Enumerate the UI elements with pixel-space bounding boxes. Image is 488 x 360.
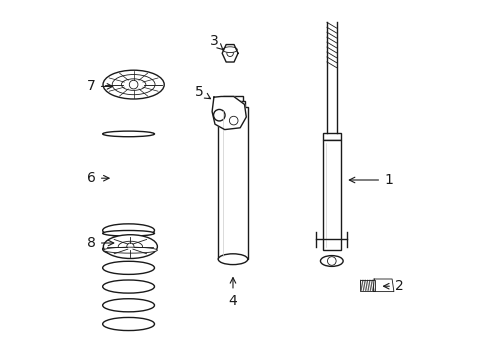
Polygon shape — [373, 279, 393, 292]
Ellipse shape — [121, 79, 145, 90]
Bar — [218, 107, 247, 259]
Ellipse shape — [102, 131, 154, 137]
Circle shape — [213, 109, 224, 121]
Bar — [322, 133, 340, 140]
Bar — [221, 101, 244, 107]
Circle shape — [327, 257, 335, 265]
Ellipse shape — [118, 241, 142, 252]
Circle shape — [126, 243, 134, 250]
Text: 4: 4 — [228, 278, 237, 307]
Bar — [322, 140, 340, 250]
Ellipse shape — [112, 75, 155, 95]
Text: 3: 3 — [209, 35, 223, 50]
Ellipse shape — [102, 230, 154, 236]
Polygon shape — [222, 45, 238, 62]
Text: 7: 7 — [87, 80, 112, 93]
Ellipse shape — [103, 247, 157, 253]
Circle shape — [229, 116, 238, 125]
Polygon shape — [212, 96, 246, 130]
Ellipse shape — [103, 70, 164, 99]
Text: 6: 6 — [87, 171, 109, 185]
Bar — [359, 280, 374, 291]
Text: 1: 1 — [348, 173, 392, 187]
Circle shape — [226, 50, 233, 57]
Ellipse shape — [223, 47, 237, 53]
Bar — [223, 96, 242, 101]
Circle shape — [129, 80, 138, 89]
Text: 5: 5 — [195, 85, 210, 99]
Ellipse shape — [103, 235, 157, 258]
Ellipse shape — [320, 256, 343, 266]
Text: 8: 8 — [87, 236, 114, 250]
Text: 2: 2 — [383, 279, 403, 293]
Ellipse shape — [218, 254, 247, 265]
